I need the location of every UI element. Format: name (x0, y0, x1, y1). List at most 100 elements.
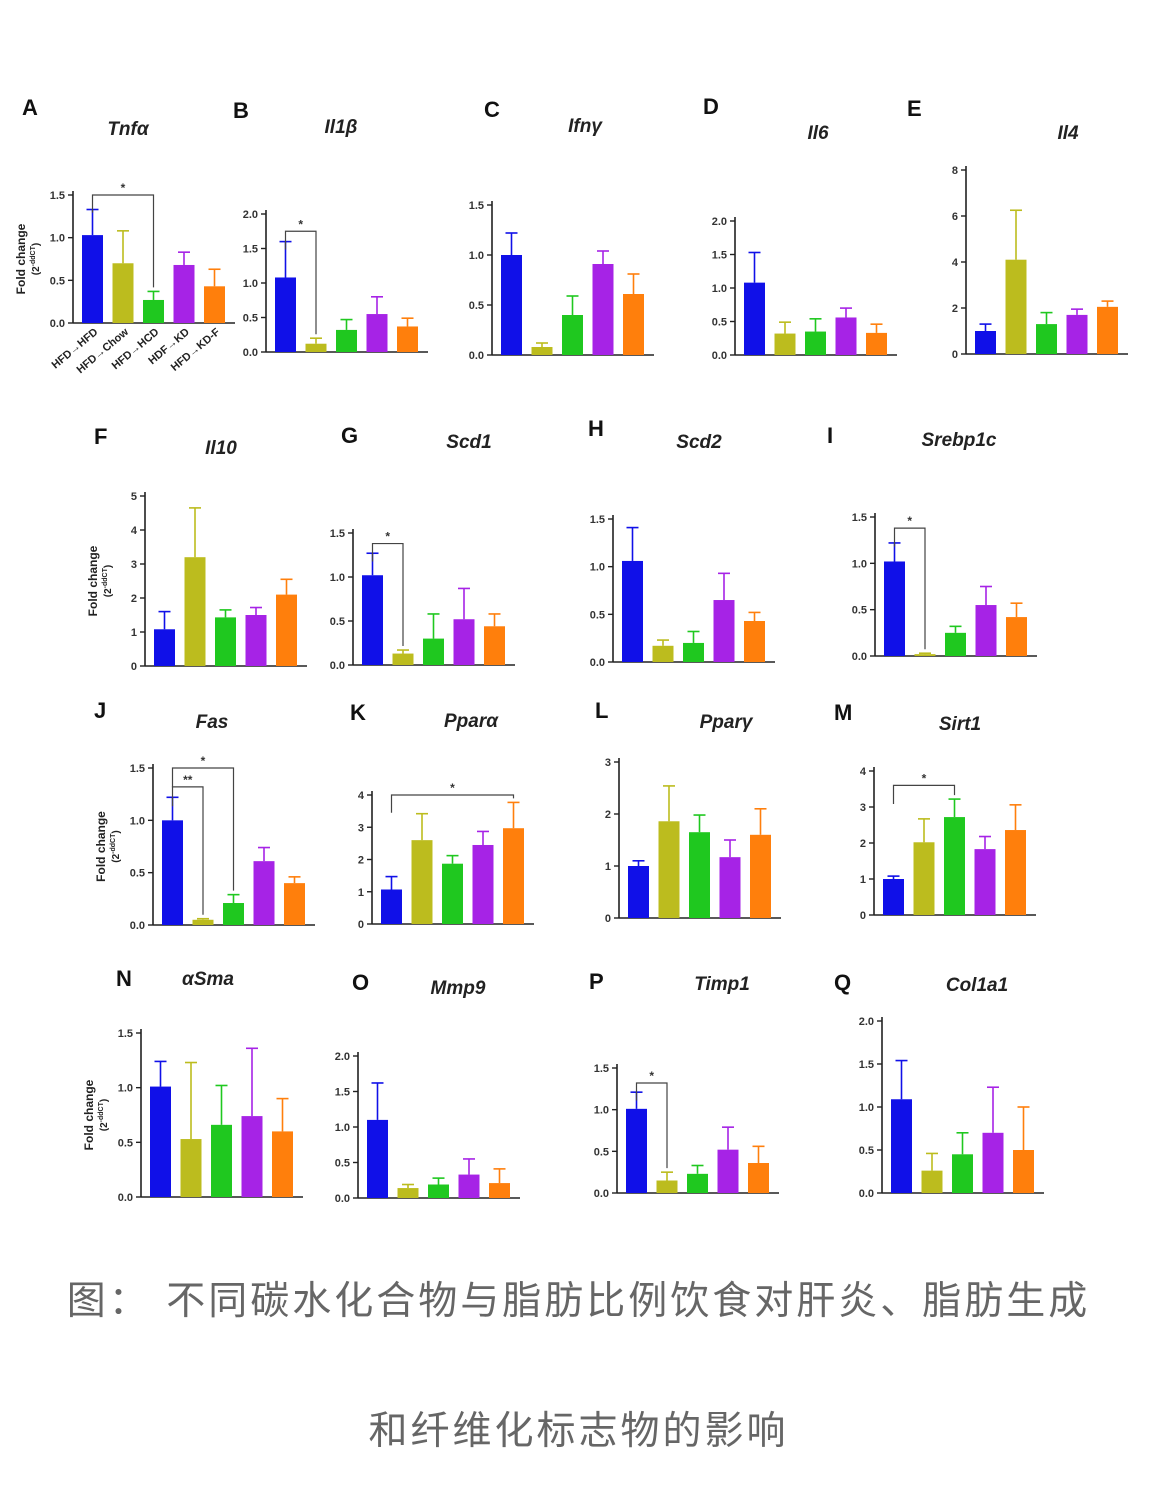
bar-2 (914, 654, 936, 656)
bar-1 (744, 282, 765, 355)
y-tick-label: 4 (131, 525, 138, 537)
bar-1 (883, 879, 904, 915)
y-tick-label: 0.0 (335, 1193, 350, 1205)
y-tick-label: 5 (131, 491, 137, 503)
bar-3 (689, 832, 710, 918)
panel-title: Mmp9 (431, 978, 486, 999)
panel-title: Il10 (205, 438, 237, 459)
panel-letter: E (907, 96, 922, 121)
y-tick-label: 1.0 (469, 250, 484, 262)
bar-3 (945, 632, 966, 656)
bar-3 (442, 863, 463, 924)
y-tick-label: 0.5 (243, 313, 258, 325)
bar-2 (913, 842, 935, 915)
panel-title: Il6 (807, 123, 829, 144)
y-tick-label: 2 (952, 303, 958, 315)
y-tick-label: 2.0 (243, 209, 258, 221)
bar-1 (381, 889, 402, 924)
bar-4 (253, 861, 275, 925)
bar-4 (592, 264, 614, 355)
significance-bracket (635, 1082, 668, 1169)
panel-letter: D (703, 94, 719, 119)
y-tick-label: 0.5 (50, 275, 65, 287)
y-tick-label: 0.0 (130, 920, 145, 932)
panel-c: C Ifnγ 0.0 0.5 1.0 1.5 (469, 97, 654, 362)
bar-4 (458, 1174, 480, 1198)
panel-letter: N (116, 966, 132, 991)
significance-label: * (907, 514, 912, 528)
bar-1 (154, 629, 175, 666)
bar-2 (392, 653, 414, 665)
panel-m: M Sirt1 0 1 2 3 4 * (834, 700, 1036, 922)
y-tick-label: 0.5 (852, 605, 867, 617)
y-axis-label: Fold change (86, 545, 100, 616)
y-tick-label: 0.0 (859, 1188, 874, 1200)
y-tick-label: 1.0 (852, 558, 867, 570)
bar-1 (275, 277, 296, 352)
y-tick-label: 1.0 (335, 1122, 350, 1134)
significance-bracket (390, 794, 515, 813)
panel-title: Tnfα (107, 119, 150, 140)
significance-label: ** (183, 773, 193, 787)
y-tick-label: 0 (131, 661, 137, 673)
y-tick-label: 2.0 (859, 1016, 874, 1028)
y-tick-label: 6 (952, 211, 958, 223)
y-tick-label: 1.0 (130, 815, 145, 827)
y-tick-label: 0.0 (469, 350, 484, 362)
bar-2 (658, 821, 680, 918)
panel-letter: C (484, 97, 500, 122)
bar-2 (180, 1139, 202, 1197)
y-tick-label: 4 (358, 790, 365, 802)
bar-2 (656, 1180, 678, 1193)
bar-4 (974, 849, 996, 915)
bar-4 (453, 619, 475, 665)
panel-letter: G (341, 423, 358, 448)
y-tick-label: 3 (860, 802, 866, 814)
panel-letter: I (827, 423, 833, 448)
bar-5 (1005, 830, 1026, 915)
y-tick-label: 0.0 (243, 347, 258, 359)
y-tick-label: 1.5 (594, 1063, 609, 1075)
significance-bracket (371, 542, 404, 647)
bar-5 (284, 883, 305, 925)
y-tick-label: 1.5 (859, 1059, 874, 1071)
y-axis-label: Fold change (82, 1079, 96, 1150)
significance-label: * (922, 771, 927, 785)
bar-4 (713, 600, 735, 662)
panel-letter: K (350, 700, 366, 725)
panel-k: K Pparα 0 1 2 3 4 * (350, 700, 534, 931)
bar-5 (503, 828, 524, 924)
bar-5 (484, 626, 505, 665)
panel-h: H Scd2 0.0 0.5 1.0 1.5 (588, 416, 775, 669)
panel-title: Fas (196, 712, 229, 733)
y-tick-label: 0.5 (469, 300, 484, 312)
panel-p: P Timp1 0.0 0.5 1.0 1.5 * (589, 969, 779, 1200)
panel-title: Pparα (444, 711, 499, 732)
bar-5 (1006, 617, 1027, 656)
significance-bracket (284, 230, 317, 335)
bar-3 (423, 638, 444, 665)
y-tick-label: 1 (358, 887, 364, 899)
bar-5 (272, 1131, 293, 1197)
significance-label: * (649, 1069, 654, 1083)
significance-bracket (892, 784, 956, 805)
panel-q: Q Col1a1 0.0 0.5 1.0 1.5 2.0 (834, 970, 1044, 1200)
bar-5 (750, 834, 771, 918)
significance-label: * (201, 754, 206, 768)
y-tick-label: 3 (358, 822, 364, 834)
panel-f: F Il10 0 1 2 3 4 5 Fold change (2-ddCT) (86, 424, 307, 673)
bar-1 (82, 235, 103, 323)
bar-5 (748, 1163, 769, 1193)
y-tick-label: 8 (952, 165, 958, 177)
panel-title: Scd2 (676, 432, 722, 453)
y-tick-label: 1.5 (469, 200, 484, 212)
bar-3 (223, 903, 244, 925)
bar-3 (1036, 324, 1057, 354)
panel-title: Timp1 (694, 974, 750, 995)
bar-2 (531, 347, 553, 355)
panel-g: G Scd1 0.0 0.5 1.0 1.5 * (330, 423, 515, 672)
y-tick-label: 0.5 (118, 1137, 133, 1149)
significance-bracket (893, 527, 926, 650)
significance-bracket (171, 786, 204, 915)
